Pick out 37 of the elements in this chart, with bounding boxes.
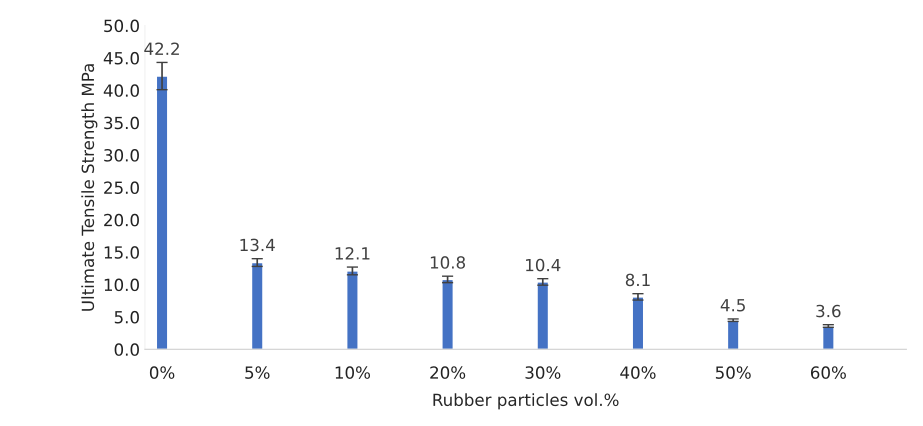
data-label: 8.1 — [626, 274, 650, 286]
data-label: 13.4 — [240, 238, 275, 252]
y-tick-label: 45.0 — [104, 52, 139, 65]
bar — [441, 278, 454, 350]
y-tick-label: 20.0 — [104, 214, 139, 226]
data-label: 4.5 — [720, 299, 745, 312]
x-tick-label: 10% — [336, 366, 370, 379]
bar — [250, 262, 264, 350]
bar — [346, 270, 359, 350]
y-tick-label: 40.0 — [104, 84, 139, 97]
y-tick-label: 15.0 — [104, 246, 139, 259]
data-label: 10.4 — [526, 258, 560, 272]
y-tick-label: 50.0 — [104, 20, 139, 32]
x-tick-label: 40% — [620, 366, 656, 379]
x-tick-label: 60% — [810, 366, 846, 379]
x-tick-label: 50% — [716, 366, 751, 379]
x-tick-label: 5% — [245, 366, 270, 379]
y-tick-label: 25.0 — [104, 181, 139, 194]
bar — [632, 296, 644, 350]
bar — [536, 281, 550, 350]
y-tick-label: 10.0 — [104, 278, 139, 292]
bar — [822, 325, 835, 350]
y-axis-title: Ultimate Tensile Strength MPa — [81, 64, 98, 311]
y-tick-label: 30.0 — [104, 149, 139, 162]
bar — [156, 75, 168, 350]
y-tick-label: 0.0 — [114, 343, 139, 356]
x-tick-label: 20% — [430, 366, 466, 379]
data-label: 42.2 — [144, 42, 179, 55]
x-tick-label: 0% — [150, 366, 174, 379]
bar — [726, 319, 740, 350]
x-tick-label: 30% — [526, 366, 560, 379]
y-tick-label: 35.0 — [104, 116, 139, 130]
data-label: 12.1 — [336, 247, 370, 260]
data-label: 3.6 — [816, 304, 841, 318]
data-label: 10.8 — [430, 256, 466, 269]
x-axis-title: Rubber particles vol.% — [433, 393, 619, 410]
y-tick-label: 5.0 — [114, 310, 139, 324]
